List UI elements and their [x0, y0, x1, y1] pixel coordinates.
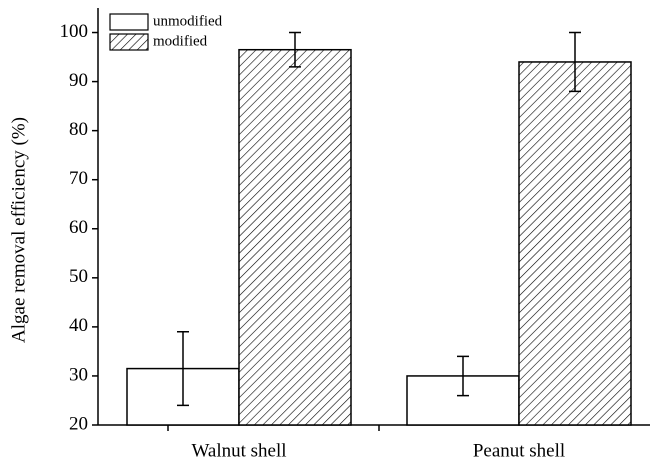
y-tick-label: 60	[69, 217, 88, 238]
error-bar	[177, 331, 189, 407]
legend-swatch	[109, 13, 149, 31]
bar	[238, 48, 352, 426]
y-tick-label: 100	[60, 21, 89, 42]
y-tick-label: 30	[69, 364, 88, 385]
legend-swatch	[109, 33, 149, 51]
x-tick-label: Walnut shell	[191, 440, 286, 461]
bar	[518, 61, 632, 426]
y-tick-label: 20	[69, 413, 88, 434]
y-tick-label: 70	[69, 168, 88, 189]
x-tick-label: Peanut shell	[473, 440, 565, 461]
y-tick-label: 40	[69, 315, 88, 336]
y-tick-label: 50	[69, 266, 88, 287]
legend-label: modified	[153, 33, 208, 49]
y-axis-label: Algae removal efficiency (%)	[8, 117, 29, 343]
error-bar	[457, 355, 469, 397]
y-tick-label: 90	[69, 70, 88, 91]
error-bar	[289, 31, 301, 68]
y-tick-label: 80	[69, 119, 88, 140]
legend-label: unmodified	[153, 13, 223, 29]
error-bar	[569, 31, 581, 93]
